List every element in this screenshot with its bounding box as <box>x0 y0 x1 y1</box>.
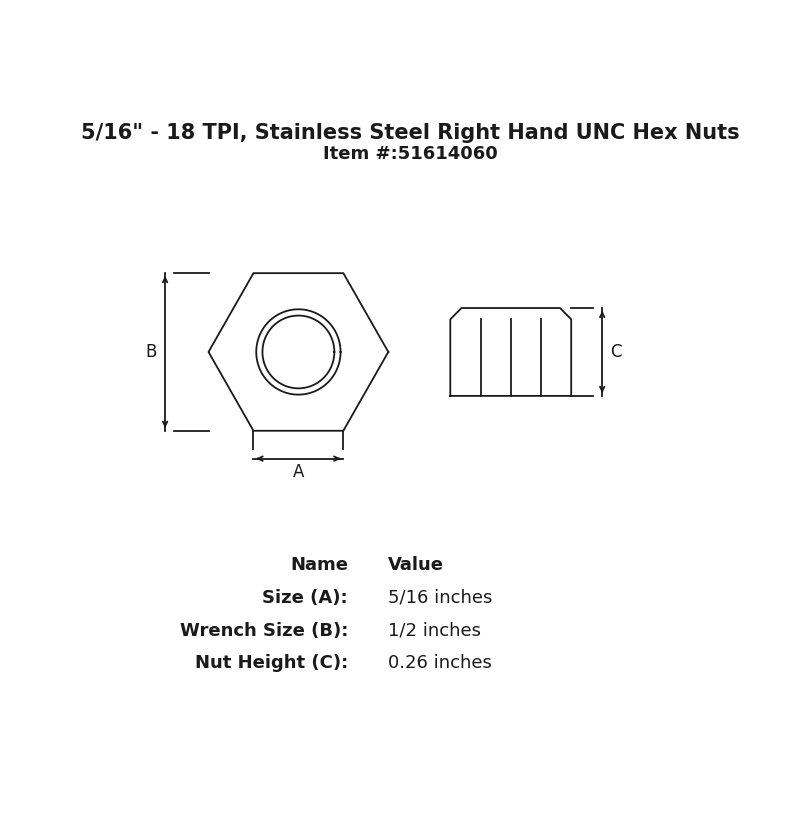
Text: 1/2 inches: 1/2 inches <box>388 622 482 640</box>
Text: Value: Value <box>388 557 444 575</box>
Text: A: A <box>293 464 304 482</box>
Text: B: B <box>146 343 157 361</box>
Text: Item #:51614060: Item #:51614060 <box>322 145 498 163</box>
Text: Size (A):: Size (A): <box>262 589 348 607</box>
Text: Name: Name <box>290 557 348 575</box>
Text: 5/16" - 18 TPI, Stainless Steel Right Hand UNC Hex Nuts: 5/16" - 18 TPI, Stainless Steel Right Ha… <box>81 123 739 143</box>
Text: Wrench Size (B):: Wrench Size (B): <box>180 622 348 640</box>
Text: Nut Height (C):: Nut Height (C): <box>194 654 348 672</box>
Text: 0.26 inches: 0.26 inches <box>388 654 492 672</box>
Text: C: C <box>610 343 622 361</box>
Text: 5/16 inches: 5/16 inches <box>388 589 493 607</box>
